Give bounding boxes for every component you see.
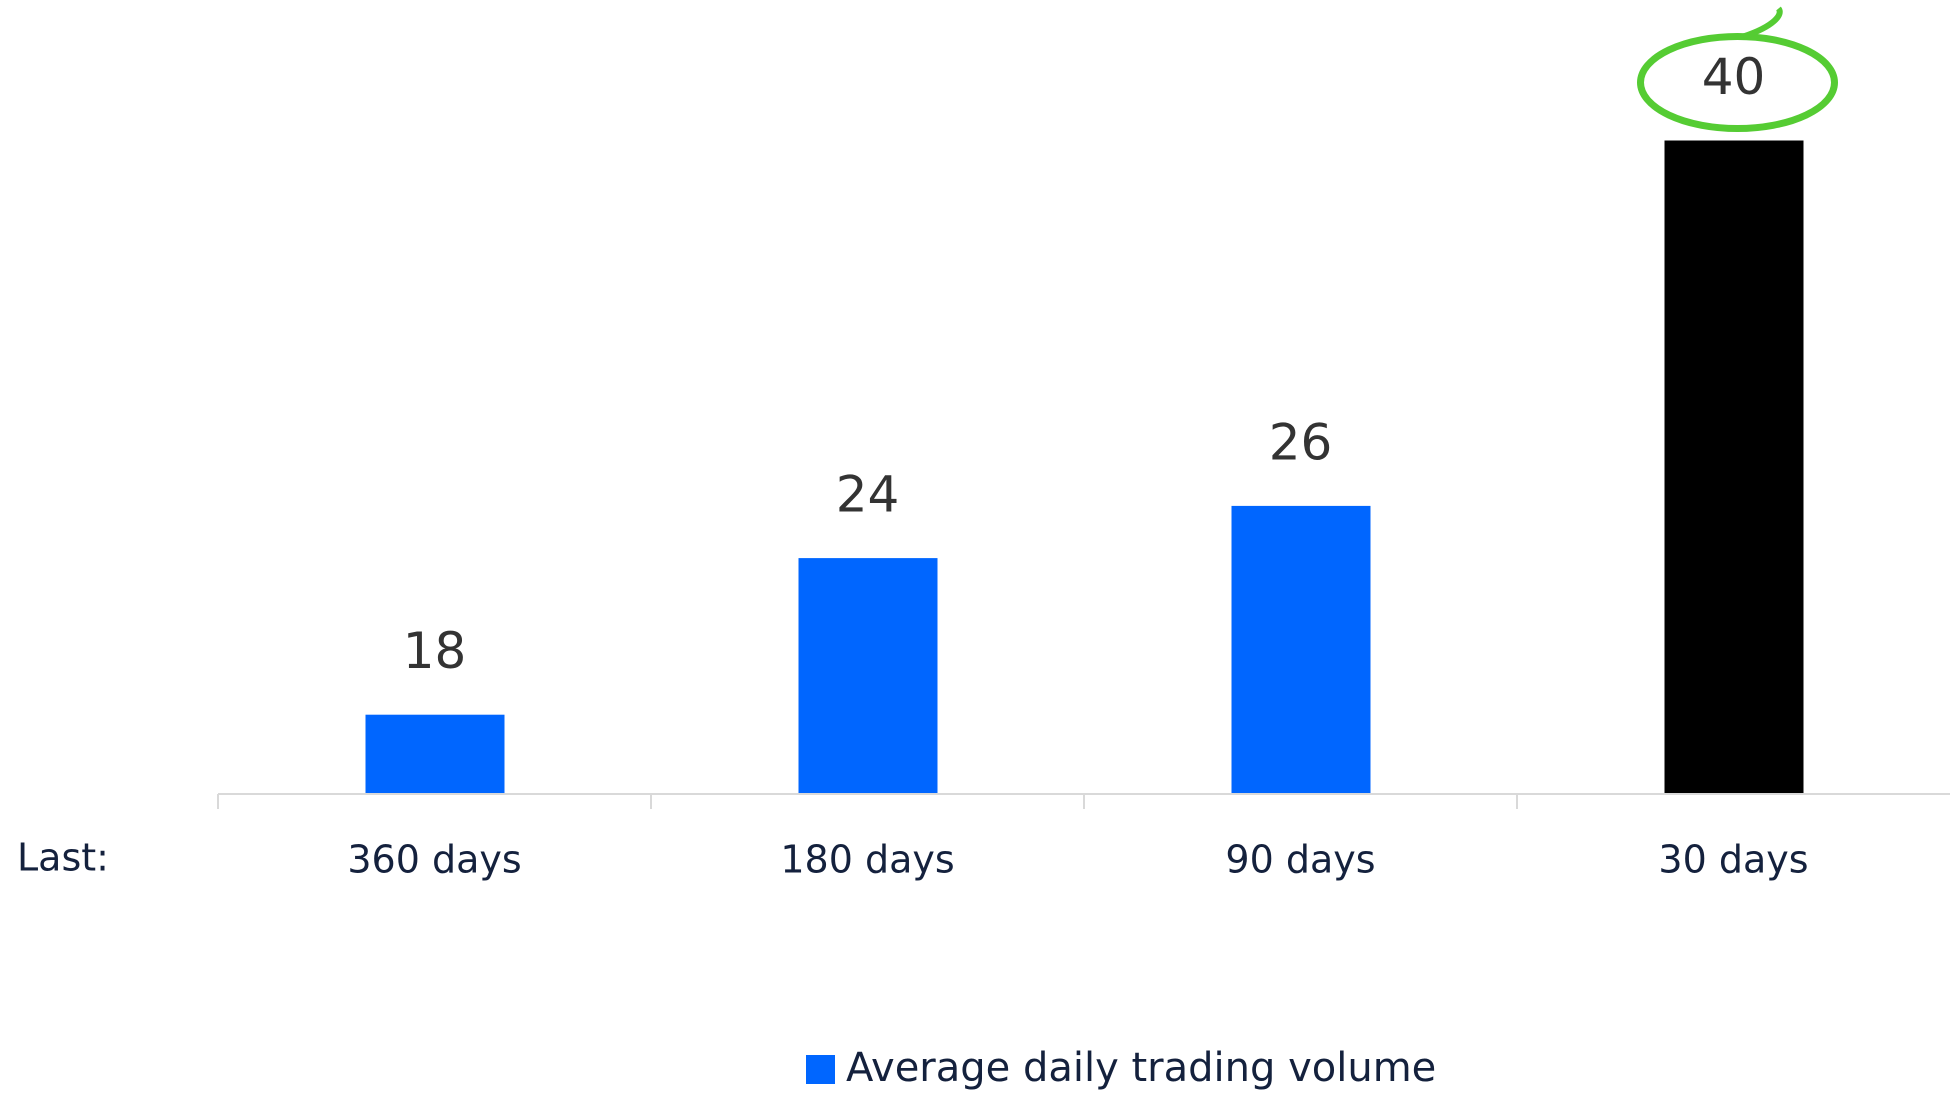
highlight-tail (1742, 6, 1783, 40)
legend-swatch (806, 1055, 835, 1084)
legend-label: Average daily trading volume (846, 1045, 1436, 1091)
bar (365, 714, 505, 793)
highlight-circle (1637, 33, 1838, 132)
bar (1231, 505, 1371, 793)
value-label: 40 (1702, 48, 1766, 106)
bar (1664, 140, 1804, 793)
x-tick-label: 180 days (780, 838, 954, 882)
axis-prefix: Last: (17, 836, 109, 880)
x-tick-label: 360 days (347, 838, 521, 882)
bar (798, 558, 938, 793)
value-label: 24 (836, 466, 900, 524)
x-tick-label: 30 days (1658, 838, 1808, 882)
value-label: 26 (1269, 413, 1333, 471)
x-tick-label: 90 days (1225, 838, 1375, 882)
value-label: 18 (403, 622, 467, 680)
